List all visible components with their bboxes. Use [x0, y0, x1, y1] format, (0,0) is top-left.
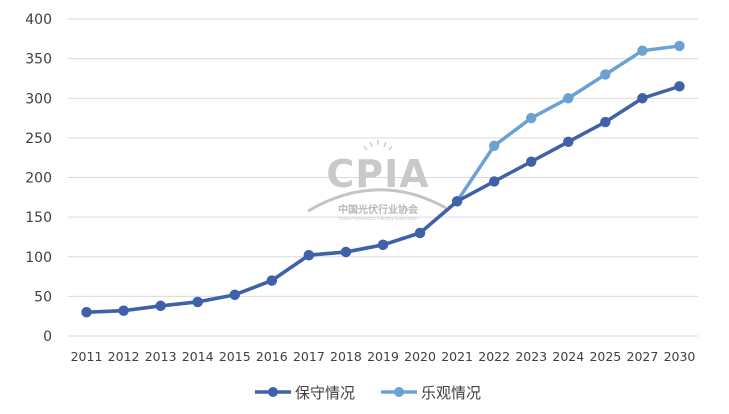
watermark-swoosh — [307, 188, 447, 213]
x-tick-label: 2019 — [367, 349, 399, 364]
data-point-0-6 — [303, 249, 315, 261]
legend-item-0: 保守情况 — [255, 384, 355, 402]
legend-label: 乐观情况 — [421, 384, 481, 402]
x-tick-label: 2021 — [441, 349, 473, 364]
data-point-0-3 — [192, 296, 203, 308]
watermark-english: China Photovoltaic Industry Association — [338, 216, 418, 221]
series-0 — [81, 81, 685, 318]
x-tick-label: 2022 — [478, 349, 510, 364]
x-tick-label: 2011 — [71, 349, 103, 364]
data-point-1-15 — [637, 45, 648, 56]
grid-layer — [68, 18, 698, 337]
data-point-0-10 — [451, 196, 463, 207]
y-tick-label: 150 — [25, 210, 52, 226]
x-tick-label: 2020 — [404, 349, 436, 364]
data-point-0-13 — [563, 136, 574, 148]
x-tick-label: 2018 — [330, 349, 362, 364]
y-tick-label: 0 — [43, 329, 52, 345]
data-point-0-2 — [155, 300, 166, 312]
data-point-0-8 — [377, 239, 389, 251]
data-point-0-7 — [340, 246, 352, 258]
data-point-1-16 — [674, 40, 685, 52]
x-tick-label: 2012 — [108, 349, 140, 364]
y-tick-label: 400 — [25, 12, 52, 28]
x-tick-label: 2013 — [145, 349, 177, 364]
x-tick-label: 2023 — [515, 349, 547, 364]
x-tick-label: 2030 — [664, 349, 696, 364]
data-point-0-11 — [488, 176, 500, 187]
y-tick-label: 350 — [25, 52, 52, 68]
watermark-subtitle: 中国光伏行业协会 — [338, 203, 418, 216]
data-point-0-1 — [118, 305, 129, 316]
data-point-1-13 — [563, 93, 574, 104]
y-tick-label: 50 — [34, 289, 52, 305]
x-tick-label: 2017 — [293, 349, 325, 364]
legend-swatch-marker — [268, 387, 278, 397]
legend-swatch-marker — [394, 387, 404, 397]
x-tick-label: 2015 — [219, 349, 251, 364]
y-tick-label: 200 — [25, 171, 52, 187]
data-point-0-16 — [674, 81, 685, 92]
cpia-watermark-logo: CPIA 中国光伏行业协会 China Photovoltaic Industr… — [307, 140, 447, 221]
data-point-1-14 — [600, 69, 611, 80]
data-point-0-15 — [637, 93, 648, 104]
x-tick-label: 2014 — [182, 349, 214, 364]
legend-item-1: 乐观情况 — [381, 384, 481, 402]
x-tick-label: 2016 — [256, 349, 288, 364]
series-layer — [81, 40, 685, 318]
legend: 保守情况 乐观情况 — [255, 384, 481, 402]
data-point-0-14 — [600, 116, 611, 128]
data-point-0-4 — [229, 289, 240, 300]
data-point-0-0 — [81, 307, 92, 318]
y-tick-label: 250 — [25, 131, 52, 147]
data-point-0-9 — [414, 227, 426, 239]
y-tick-label: 100 — [25, 250, 52, 266]
x-tick-label: 2025 — [589, 349, 621, 364]
x-tick-label: 2024 — [552, 349, 584, 364]
data-point-1-11 — [488, 140, 500, 151]
data-point-0-12 — [526, 156, 537, 167]
sun-rays-icon — [363, 140, 393, 151]
data-point-1-12 — [526, 112, 537, 124]
x-tick-label: 2027 — [627, 349, 659, 364]
y-tick-label: 300 — [25, 91, 52, 107]
data-point-0-5 — [266, 275, 278, 286]
series-line-0 — [84, 84, 682, 314]
axis-layer: 0 50 100 150 200 250 300 350 400 2011 2012 2013 2014… — [25, 12, 695, 364]
legend-label: 保守情况 — [295, 384, 355, 402]
